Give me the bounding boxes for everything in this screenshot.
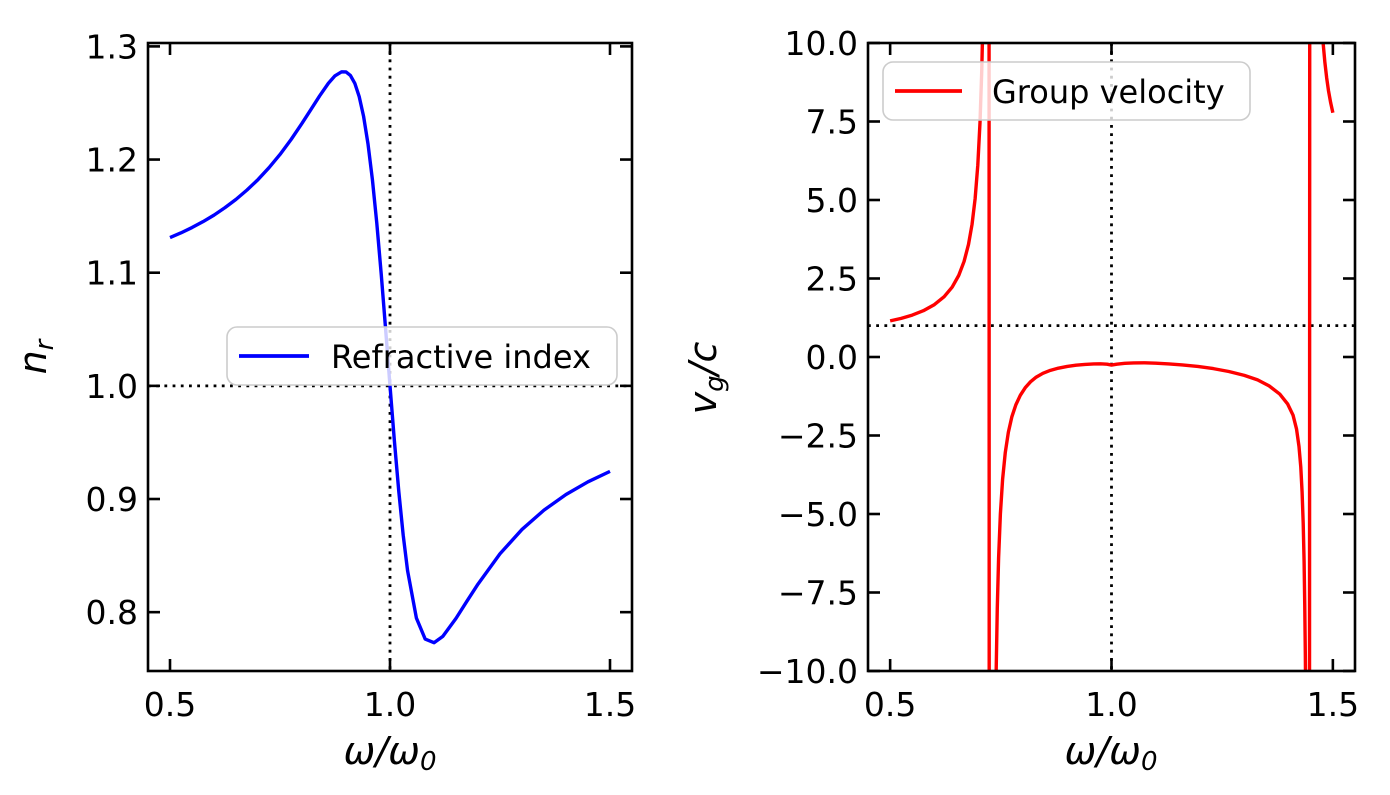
y-tick-label: −7.5	[778, 574, 858, 613]
y-tick-label: 0.0	[806, 338, 858, 377]
legend: Group velocity	[882, 61, 1251, 121]
x-tick-label: 0.5	[864, 685, 916, 724]
legend-label: Refractive index	[331, 338, 591, 376]
x-tick-label: 1.5	[584, 685, 636, 724]
y-axis-label: vg/c	[681, 342, 730, 415]
y-tick-label: 1.1	[86, 254, 138, 293]
y-tick-label: −10.0	[757, 652, 858, 691]
y-axis-label: nr	[11, 337, 60, 374]
y-tick-label: 10.0	[785, 24, 858, 63]
y-tick-label: 1.3	[86, 27, 138, 66]
x-tick-label: 1.5	[1307, 685, 1359, 724]
x-tick-label: 1.0	[364, 685, 416, 724]
legend-box	[226, 326, 618, 386]
y-tick-label: 0.9	[86, 480, 138, 519]
x-tick-label: 0.5	[144, 685, 196, 724]
y-tick-label: 7.5	[806, 103, 858, 142]
curve-group-velocity	[889, 43, 1335, 671]
legend: Refractive index	[226, 326, 618, 386]
group-velocity-plot: 0.5 1.0 1.5 10.0 7.5 5.0 2.5 0.0 −2.5 −5.0 −7.5 −10…	[681, 24, 1359, 777]
legend-box	[882, 61, 1251, 121]
y-tick-label: −5.0	[778, 495, 858, 534]
y-tick-label: 1.2	[86, 141, 138, 180]
y-tick-label: −2.5	[778, 417, 858, 456]
x-tick-label: 1.0	[1085, 685, 1137, 724]
y-tick-label: 2.5	[806, 260, 858, 299]
refractive-index-plot: 0.5 1.0 1.5 0.8 0.9 1.0 1.1 1.2 1.3 ω/ω0 nr Refract…	[11, 27, 636, 777]
y-tick-label: 1.0	[86, 367, 138, 406]
x-axis-label: ω/ω0	[344, 729, 437, 777]
legend-label: Group velocity	[992, 73, 1225, 111]
y-tick-label: 0.8	[86, 593, 138, 632]
x-axis-label: ω/ω0	[1065, 729, 1158, 777]
y-tick-label: 5.0	[806, 181, 858, 220]
curve-refractive-index	[169, 70, 611, 645]
